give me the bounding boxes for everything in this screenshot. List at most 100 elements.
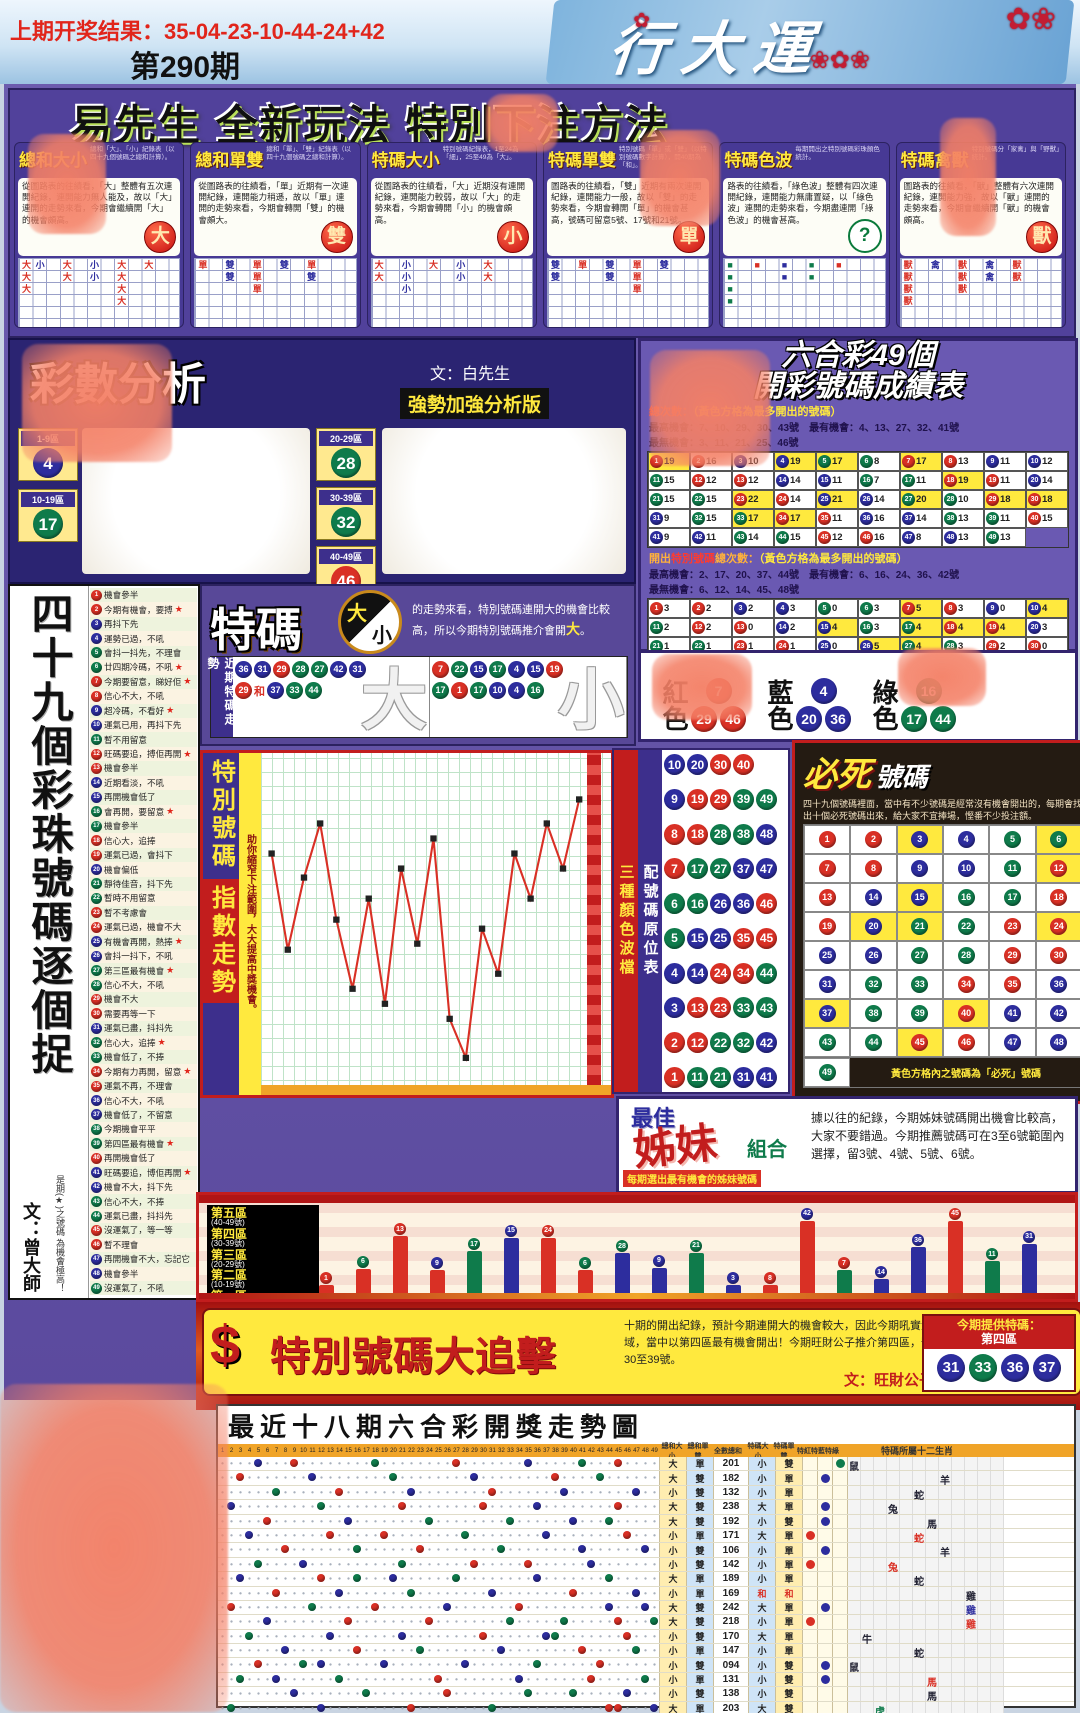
zodiac-cell: 馬 bbox=[847, 1514, 1004, 1531]
ball-36: 36 bbox=[860, 512, 873, 526]
list-author: 文：曾大師 bbox=[21, 1202, 41, 1292]
trend-cell: 單 bbox=[775, 1615, 802, 1629]
ball-25: 25 bbox=[818, 493, 831, 507]
ball-24: 24 bbox=[776, 493, 789, 507]
trend-cell: 單 bbox=[686, 1572, 713, 1586]
trend-row: 大雙 238 大單兔 bbox=[218, 1500, 1074, 1516]
ball-0 bbox=[326, 1530, 334, 1539]
ball-0 bbox=[236, 1674, 244, 1683]
dead-cell: 26 bbox=[850, 941, 897, 971]
ball-44: 44 bbox=[91, 1210, 102, 1222]
count-cell: 24 14 bbox=[774, 490, 816, 510]
ball-42: 42 bbox=[801, 1207, 813, 1220]
trend-cell: 單 bbox=[775, 1471, 802, 1485]
dead-cell: 3 bbox=[896, 825, 943, 855]
ball-0 bbox=[335, 1674, 343, 1683]
count-cell: 17 4 bbox=[900, 618, 942, 638]
trend-cell: 大 bbox=[748, 1528, 775, 1543]
dead-cell: 12 bbox=[1035, 854, 1080, 884]
ball-0 bbox=[443, 1689, 451, 1698]
ball-0 bbox=[605, 1516, 613, 1525]
wave-cell bbox=[832, 1658, 847, 1672]
ball-41: 41 bbox=[756, 1066, 777, 1088]
ball-46: 46 bbox=[860, 531, 873, 545]
ball-3: 3 bbox=[911, 831, 929, 849]
trend-row: 大雙 218 小單 雞 bbox=[218, 1615, 1074, 1631]
analysis-badge: 強勢加強分析版 bbox=[400, 388, 550, 419]
plum-blossom-icon: ✿ bbox=[633, 10, 650, 32]
ball-35: 35 bbox=[91, 1080, 102, 1092]
sisters-subtitle: 每期選出最有機會的姊妹號碼 bbox=[623, 1170, 761, 1187]
method-road-grid: 大大大小大大小小大大大大大 bbox=[18, 258, 181, 327]
ball-0 bbox=[407, 1703, 415, 1712]
position-row: 7 17 27 37 47 bbox=[664, 858, 786, 880]
count-cell: 33 17 bbox=[732, 509, 774, 529]
ball-33: 33 bbox=[91, 1051, 102, 1063]
trend-cell: 142 bbox=[713, 1557, 748, 1572]
trend-cell: 小 bbox=[659, 1528, 686, 1543]
trend-cell: 大 bbox=[659, 1600, 686, 1615]
ball-31: 31 bbox=[91, 1022, 102, 1034]
ball-0 bbox=[407, 1588, 415, 1597]
ball-24: 24 bbox=[1050, 918, 1068, 936]
count-cell: 34 17 bbox=[774, 509, 816, 529]
trend-cell: 單 bbox=[775, 1485, 802, 1500]
wave-cell bbox=[817, 1572, 832, 1586]
ball-36: 36 bbox=[825, 706, 851, 732]
trend-cell: 094 bbox=[713, 1658, 748, 1672]
ball-0 bbox=[497, 1646, 505, 1655]
ball-19: 19 bbox=[546, 661, 563, 678]
ball-17: 17 bbox=[901, 706, 927, 732]
dead-cell: 20 bbox=[850, 912, 897, 942]
count-cell: 30 18 bbox=[1026, 490, 1068, 510]
zone-bar: 36 bbox=[911, 1234, 926, 1293]
trend-matrix-cell bbox=[218, 1644, 659, 1658]
trend-cell: 雙 bbox=[686, 1471, 713, 1485]
ball-0 bbox=[308, 1473, 316, 1482]
trend-cell: 小 bbox=[659, 1672, 686, 1687]
trend-cell: 小 bbox=[659, 1543, 686, 1557]
wave-dot bbox=[820, 1502, 830, 1512]
list-item: 10 運氣已用，再抖下先 bbox=[90, 717, 197, 733]
ball-44: 44 bbox=[776, 531, 789, 545]
list-item: 33 機會低了，不捧 bbox=[90, 1050, 197, 1065]
position-row: 10 20 30 40 bbox=[664, 754, 786, 775]
zone-chart-bars: 1 6 13 9 17 15 24 6 28 9 21 3 8 42 7 14 36 45 11 31 bbox=[319, 1203, 1071, 1293]
trend-cell: 和 bbox=[748, 1586, 775, 1600]
zone-bar-chart: 第五區 (40-49號) 第四區 (30-39號) 第三區 (20-29號) 第二區 (10-… bbox=[196, 1192, 1078, 1302]
ball-0 bbox=[398, 1502, 406, 1511]
trend-cell: 雙 bbox=[686, 1485, 713, 1500]
count-cell: 5 17 bbox=[816, 452, 858, 472]
ball-30: 30 bbox=[710, 754, 731, 775]
count-cell: 27 20 bbox=[900, 490, 942, 510]
dead-cell: 11 bbox=[989, 854, 1036, 884]
dead-cell: 8 bbox=[850, 854, 897, 884]
ball-35: 35 bbox=[1003, 976, 1021, 994]
chase-body: 十期的開出紀錄，預計今期連開大的機會較大，因此今期吼實大號碼區域，當中以第四區最… bbox=[624, 1320, 976, 1367]
zone-bar: 17 bbox=[467, 1238, 482, 1293]
count-cell: 12 2 bbox=[690, 618, 732, 638]
ball-0 bbox=[551, 1631, 559, 1640]
ball-42: 42 bbox=[756, 1032, 777, 1054]
ball-8: 8 bbox=[91, 690, 102, 702]
ball-0 bbox=[632, 1646, 640, 1655]
wave-cell bbox=[817, 1586, 832, 1600]
trend-cell: 單 bbox=[775, 1600, 802, 1615]
recent-special-left: 36 31 29 28 27 42 31 29 和 37 33 44 大 bbox=[233, 657, 430, 739]
zodiac-cell: 雞 bbox=[847, 1586, 1004, 1603]
ball-0 bbox=[425, 1516, 433, 1525]
dead-numbers-panel: 必死 號碼 四十九個號碼裡面，當中有不少號碼是經常沒有機會開出的，每期會找出十個… bbox=[792, 740, 1080, 1104]
list-item: 14 近期看淡，不吼 bbox=[90, 775, 197, 791]
count-cell: 23 22 bbox=[732, 490, 774, 510]
trend-row: 小雙 106 小單羊 bbox=[218, 1543, 1074, 1559]
ball-commentary-vertical-title: 四十九個彩珠號碼逐個捉 文：曾大師 是期(★)之號碼 為機會極高！ bbox=[10, 586, 89, 1298]
wave-cell bbox=[802, 1528, 817, 1543]
trend-cell: 單 bbox=[775, 1629, 802, 1644]
dead-cell: 44 bbox=[850, 1028, 897, 1058]
wave-cell bbox=[802, 1644, 817, 1658]
wave-cell bbox=[817, 1500, 832, 1514]
method-verdict-circle: 小 bbox=[496, 221, 529, 253]
ball-6: 6 bbox=[91, 661, 102, 673]
ball-0 bbox=[560, 1487, 568, 1496]
star-icon: ★ bbox=[183, 1167, 192, 1178]
